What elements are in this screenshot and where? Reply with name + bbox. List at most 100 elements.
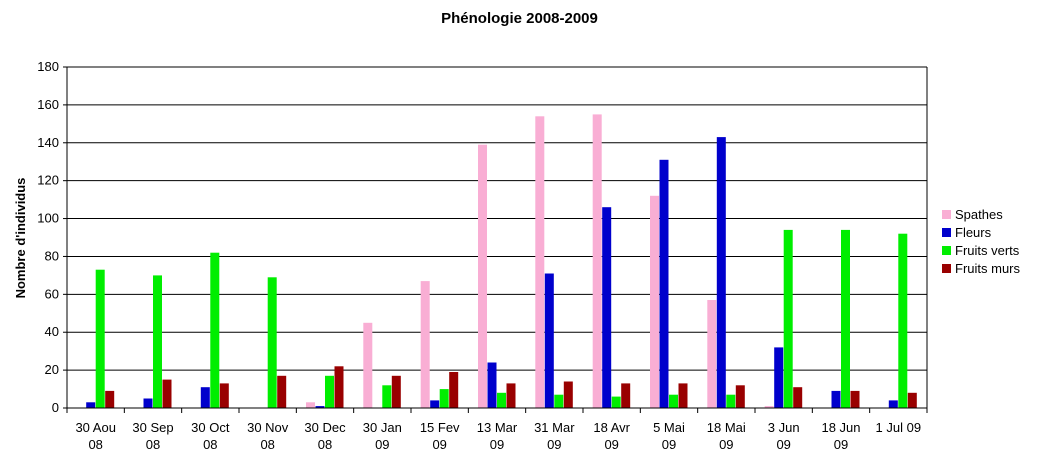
bar <box>907 392 917 408</box>
x-tick-label: 30 Oct <box>191 420 230 435</box>
y-tick-label: 80 <box>45 248 59 263</box>
legend-swatch <box>942 228 951 237</box>
legend: Spathes Fleurs Fruits verts Fruits murs <box>942 207 1021 276</box>
x-tick-label: 18 Mai <box>707 420 746 435</box>
bar <box>334 366 344 408</box>
bar <box>535 116 545 409</box>
bar <box>306 402 315 408</box>
x-tick-label: 08 <box>318 437 332 452</box>
bar <box>774 347 784 408</box>
y-tick-label: 40 <box>45 324 59 339</box>
x-tick-label: 09 <box>776 437 790 452</box>
bar <box>478 144 487 408</box>
x-tick-label: 30 Nov <box>247 420 289 435</box>
x-tick-label: 09 <box>547 437 561 452</box>
bar <box>506 383 516 408</box>
bar <box>449 372 459 408</box>
x-tick-label: 30 Jan <box>363 420 402 435</box>
x-tick-labels: 30 Aou 08 30 Sep 08 30 Oct 08 30 Nov 08 30 Dec 08… <box>75 420 921 452</box>
bar <box>735 385 745 408</box>
bar <box>363 322 373 409</box>
bar <box>764 406 774 408</box>
bar <box>162 379 172 408</box>
bar <box>888 400 898 408</box>
y-axis-label: Nombre d'individus <box>13 178 28 299</box>
bar <box>716 137 726 408</box>
bar <box>592 114 602 409</box>
bar <box>143 398 153 408</box>
x-tick-label: 15 Fev <box>420 420 460 435</box>
legend-swatch <box>942 264 951 273</box>
x-tick-label: 13 Mar <box>477 420 518 435</box>
x-tick-label: 08 <box>146 437 160 452</box>
legend-label: Fruits murs <box>955 261 1021 276</box>
bar <box>898 233 908 408</box>
x-tick-label: 1 Jul 09 <box>876 420 922 435</box>
bar <box>544 273 554 408</box>
bar <box>325 375 334 408</box>
legend-swatch <box>942 210 951 219</box>
gridlines <box>63 66 927 409</box>
bar <box>210 252 220 408</box>
x-tick-label: 3 Jun <box>768 420 800 435</box>
x-tick-label: 09 <box>432 437 446 452</box>
bar <box>621 383 631 408</box>
legend-label: Fruits verts <box>955 243 1020 258</box>
bar <box>678 383 688 408</box>
bar <box>219 383 229 408</box>
bar <box>153 275 162 408</box>
bar <box>391 375 401 408</box>
x-tick-label: 18 Avr <box>593 420 630 435</box>
y-tick-label: 120 <box>37 173 59 188</box>
y-tick-label: 140 <box>37 135 59 150</box>
x-tick-label: 09 <box>662 437 676 452</box>
bar <box>563 381 573 408</box>
bar <box>420 281 430 408</box>
bar <box>554 394 564 408</box>
bar <box>659 159 669 408</box>
bar <box>86 402 96 408</box>
bar <box>707 300 717 408</box>
x-tick-label: 5 Mai <box>653 420 685 435</box>
bar <box>831 390 841 408</box>
x-tick-label: 08 <box>88 437 102 452</box>
x-tick-label: 09 <box>834 437 848 452</box>
bar <box>602 207 612 408</box>
bar <box>650 195 659 408</box>
bar <box>669 394 678 408</box>
bar <box>793 387 803 408</box>
bars <box>86 114 917 409</box>
y-tick-label: 160 <box>37 97 59 112</box>
bar <box>726 394 736 408</box>
x-tick-label: 18 Jun <box>821 420 860 435</box>
y-tick-label: 20 <box>45 362 59 377</box>
y-tick-label: 0 <box>52 400 59 415</box>
chart-title: Phénologie 2008-2009 <box>441 10 598 27</box>
x-tick-label: 30 Dec <box>304 420 346 435</box>
x-tick-label: 08 <box>203 437 217 452</box>
bar <box>200 387 210 408</box>
bar <box>105 390 115 408</box>
y-tick-label: 180 <box>37 59 59 74</box>
x-tick-label: 09 <box>719 437 733 452</box>
y-tick-labels: 0 20 40 60 80 100 120 140 160 180 <box>37 59 59 415</box>
legend-label: Fleurs <box>955 225 992 240</box>
bar <box>611 396 621 408</box>
bar <box>783 229 793 408</box>
legend-swatch <box>942 246 951 255</box>
x-tick-label: 09 <box>490 437 504 452</box>
axes <box>66 67 928 413</box>
bar <box>430 400 440 408</box>
x-tick-label: 09 <box>604 437 618 452</box>
bar <box>382 385 392 408</box>
bar <box>497 392 506 408</box>
y-tick-label: 100 <box>37 211 59 226</box>
bar <box>277 375 287 408</box>
bar <box>487 362 497 408</box>
legend-label: Spathes <box>955 207 1003 222</box>
x-tick-label: 30 Sep <box>132 420 173 435</box>
x-tick-label: 08 <box>260 437 274 452</box>
x-tick-label: 31 Mar <box>534 420 575 435</box>
bar <box>95 269 105 408</box>
